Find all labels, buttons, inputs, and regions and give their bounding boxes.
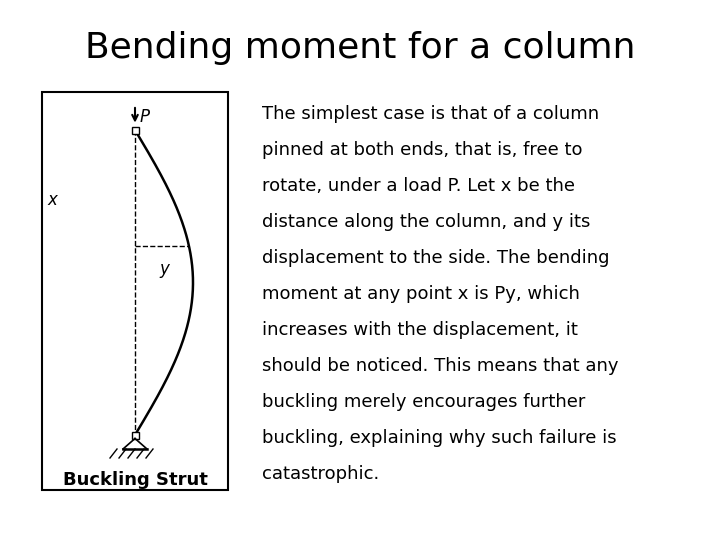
Text: Buckling Strut: Buckling Strut bbox=[63, 471, 207, 489]
Text: displacement to the side. The bending: displacement to the side. The bending bbox=[262, 249, 610, 267]
Text: P: P bbox=[140, 108, 150, 126]
Text: buckling merely encourages further: buckling merely encourages further bbox=[262, 393, 585, 411]
Text: buckling, explaining why such failure is: buckling, explaining why such failure is bbox=[262, 429, 616, 447]
Text: rotate, under a load P. Let x be the: rotate, under a load P. Let x be the bbox=[262, 177, 575, 195]
Text: distance along the column, and y its: distance along the column, and y its bbox=[262, 213, 590, 231]
Text: should be noticed. This means that any: should be noticed. This means that any bbox=[262, 357, 618, 375]
Text: The simplest case is that of a column: The simplest case is that of a column bbox=[262, 105, 599, 123]
Bar bbox=[132, 431, 138, 438]
Text: increases with the displacement, it: increases with the displacement, it bbox=[262, 321, 578, 339]
Bar bbox=[42, 92, 228, 490]
Text: x: x bbox=[47, 191, 57, 209]
Text: pinned at both ends, that is, free to: pinned at both ends, that is, free to bbox=[262, 141, 582, 159]
Text: y: y bbox=[160, 260, 170, 278]
Text: catastrophic.: catastrophic. bbox=[262, 465, 379, 483]
Text: moment at any point x is Py, which: moment at any point x is Py, which bbox=[262, 285, 580, 303]
Text: Bending moment for a column: Bending moment for a column bbox=[85, 31, 635, 65]
Bar bbox=[132, 126, 138, 133]
